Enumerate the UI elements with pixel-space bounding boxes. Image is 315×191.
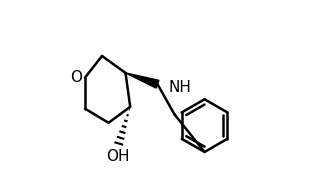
Text: O: O [71,70,83,85]
Text: NH: NH [169,80,192,95]
Text: OH: OH [106,149,130,164]
Polygon shape [125,73,159,88]
